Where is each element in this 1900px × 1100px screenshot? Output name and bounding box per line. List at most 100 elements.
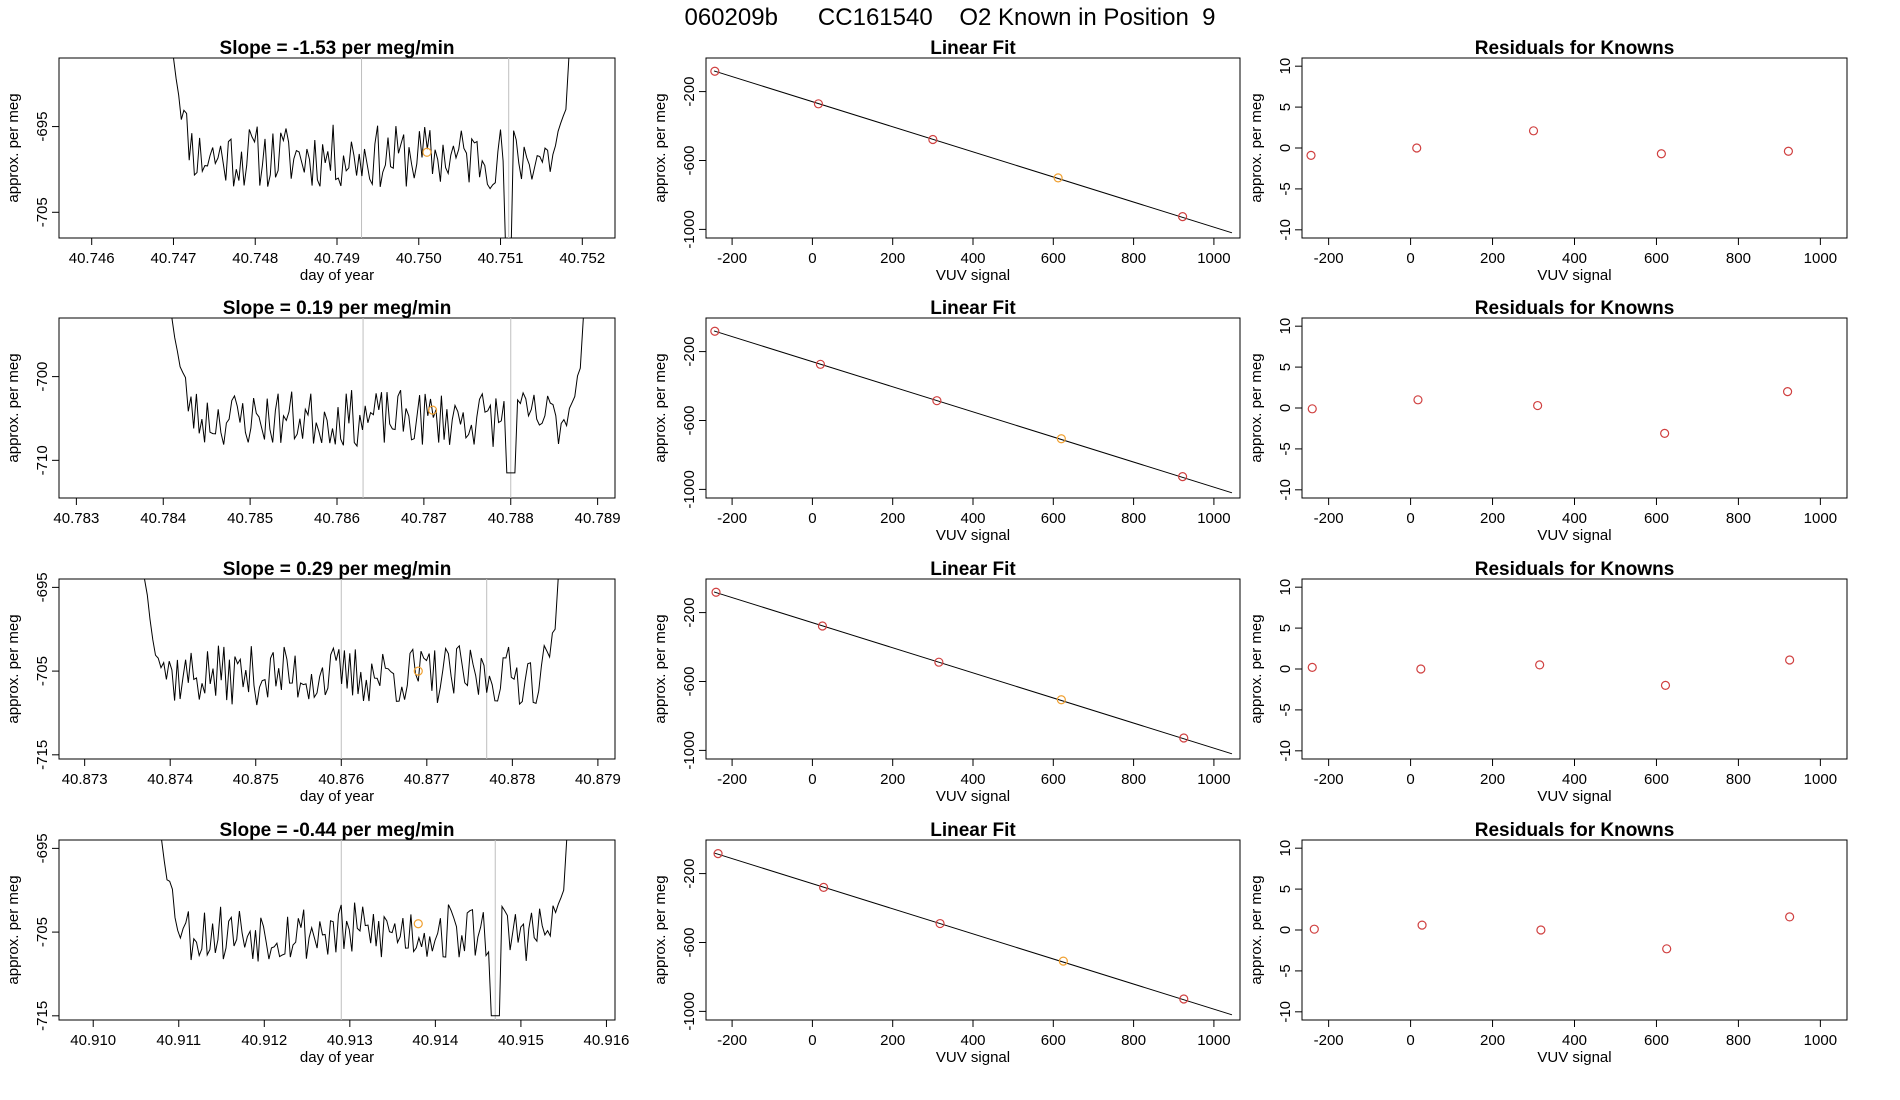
x-tick-label: 200 — [1480, 1032, 1505, 1049]
panel-title: Linear Fit — [930, 38, 1016, 59]
x-tick-label: 800 — [1726, 1032, 1751, 1049]
fit-point — [710, 66, 720, 76]
x-tick-label: 1000 — [1804, 771, 1837, 788]
x-tick-label: 600 — [1041, 1032, 1066, 1049]
y-tick-label: -10 — [1277, 219, 1294, 241]
plot-frame — [58, 578, 616, 760]
y-tick-label: 0 — [1277, 144, 1294, 152]
x-tick-label: 40.916 — [584, 1032, 630, 1049]
x-axis-label: VUV signal — [936, 1049, 1010, 1066]
panel-title: Slope = -1.53 per meg/min — [220, 38, 455, 59]
fit-line — [713, 591, 1233, 755]
x-tick-label: 200 — [1480, 771, 1505, 788]
fit-point — [1179, 994, 1189, 1004]
fit-point — [935, 918, 945, 929]
x-axis-label: VUV signal — [1537, 788, 1611, 805]
x-tick-label: 800 — [1726, 771, 1751, 788]
x-axis-label: VUV signal — [936, 527, 1010, 544]
fit-line — [713, 70, 1233, 234]
x-axis-label: day of year — [300, 788, 374, 805]
fit-point — [932, 396, 942, 406]
y-tick-label: 10 — [1277, 840, 1294, 857]
x-tick-label: 0 — [1406, 771, 1414, 788]
x-tick-label: 600 — [1644, 510, 1669, 527]
y-tick-label: -200 — [681, 859, 698, 889]
x-tick-label: 40.877 — [404, 771, 450, 788]
panel-timeseries-2: Slope = 0.19 per meg/min 40.783 40.784 40.7… — [5, 298, 621, 527]
plot-area — [711, 587, 1233, 755]
y-tick-label: -715 — [34, 740, 51, 770]
fit-line — [713, 330, 1233, 494]
panel-fit-4: Linear Fit -200 0 200 400 600 800 1000 VUV signa… — [652, 820, 1241, 1066]
panel-residuals-2: Residuals for Knowns-200 0 200 400 600 800 100… — [1248, 298, 1848, 544]
plot-area — [710, 326, 1233, 494]
y-tick-label: -1000 — [681, 992, 698, 1030]
x-tick-label: 40.915 — [498, 1032, 544, 1049]
x-axis-label: day of year — [300, 1049, 374, 1066]
x-axis-label: day of year — [300, 267, 374, 284]
residual-point — [1307, 404, 1317, 414]
y-tick-label: 5 — [1277, 363, 1294, 371]
fit-point — [1056, 434, 1066, 444]
x-tick-label: 200 — [880, 1032, 905, 1049]
y-tick-label: -5 — [1277, 182, 1294, 195]
y-tick-label: -10 — [1277, 740, 1294, 762]
fit-point — [1056, 695, 1066, 705]
plot-frame — [1301, 317, 1848, 499]
x-tick-label: 1000 — [1804, 510, 1837, 527]
x-tick-label: 40.912 — [241, 1032, 287, 1049]
x-tick-label: 40.874 — [147, 771, 193, 788]
plot-frame — [705, 578, 1241, 760]
y-tick-label: 10 — [1277, 579, 1294, 596]
x-tick-label: 40.910 — [70, 1032, 116, 1049]
y-tick-label: -200 — [681, 337, 698, 367]
x-tick-label: 400 — [1562, 250, 1587, 267]
x-tick-label: 40.783 — [53, 510, 99, 527]
x-tick-label: 600 — [1644, 1032, 1669, 1049]
panel-fit-2: Linear Fit -200 0 200 400 600 800 1000 VUV signa… — [652, 298, 1241, 544]
residual-point — [1306, 150, 1316, 160]
residual-point — [1656, 149, 1666, 159]
x-tick-label: 800 — [1121, 510, 1146, 527]
panel-fit-1: Linear Fit -200 0 200 400 600 800 1000 VUV signa… — [652, 38, 1241, 284]
y-axis-label: approx. per meg — [652, 875, 669, 984]
x-axis-label: VUV signal — [936, 267, 1010, 284]
x-tick-label: 0 — [808, 1032, 816, 1049]
series-line — [171, 318, 584, 474]
fit-point — [1177, 212, 1188, 222]
x-tick-label: 40.913 — [327, 1032, 373, 1049]
x-tick-label: -200 — [717, 1032, 747, 1049]
plot-frame — [58, 57, 616, 239]
fit-point — [813, 99, 824, 109]
x-tick-label: 40.751 — [478, 250, 524, 267]
x-tick-label: 1000 — [1197, 1032, 1230, 1049]
y-axis-label: approx. per meg — [1248, 93, 1265, 202]
y-tick-label: -5 — [1277, 964, 1294, 977]
x-tick-label: 40.787 — [401, 510, 447, 527]
x-tick-label: 40.748 — [232, 250, 278, 267]
plot-area — [144, 579, 559, 759]
x-tick-label: 40.749 — [314, 250, 360, 267]
x-tick-label: 0 — [808, 771, 816, 788]
y-tick-label: -700 — [34, 362, 51, 392]
y-tick-label: -200 — [681, 598, 698, 628]
x-tick-label: 600 — [1041, 771, 1066, 788]
x-tick-label: -200 — [1314, 250, 1344, 267]
x-tick-label: 40.786 — [314, 510, 360, 527]
x-axis-label: VUV signal — [1537, 527, 1611, 544]
plot-frame — [58, 839, 616, 1021]
plot-frame — [705, 839, 1241, 1021]
panel-title: Linear Fit — [930, 820, 1016, 841]
y-tick-label: -200 — [681, 77, 698, 107]
fit-point — [928, 134, 938, 145]
residual-point — [1660, 680, 1671, 690]
x-tick-label: 40.911 — [156, 1032, 201, 1049]
known-marker — [413, 919, 423, 929]
residual-point — [1535, 660, 1545, 670]
y-tick-label: -695 — [34, 572, 51, 602]
plot-frame — [1301, 57, 1848, 239]
x-tick-label: 40.875 — [233, 771, 279, 788]
y-tick-label: -5 — [1277, 442, 1294, 455]
panel-residuals-4: Residuals for Knowns-200 0 200 400 600 800 100… — [1248, 820, 1848, 1066]
y-tick-label: -10 — [1277, 479, 1294, 501]
